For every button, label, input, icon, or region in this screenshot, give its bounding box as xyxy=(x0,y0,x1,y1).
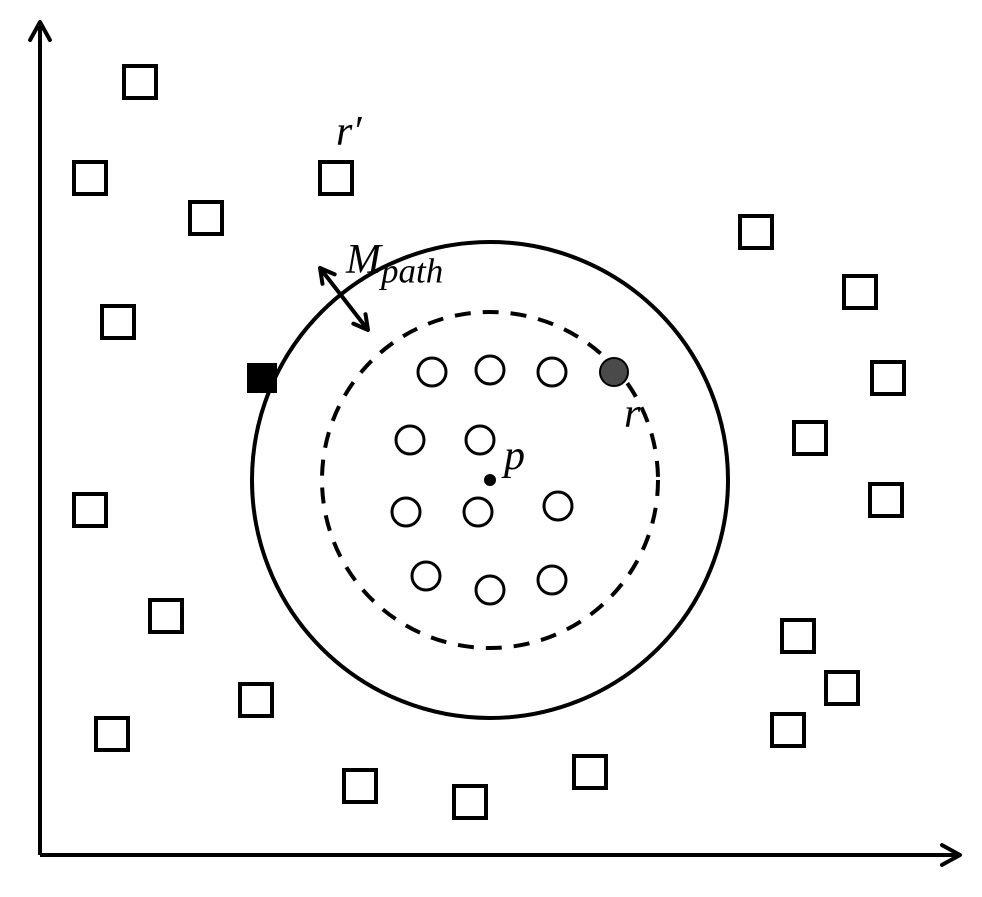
open-circle-marker xyxy=(538,566,566,594)
filled-square-marker xyxy=(247,363,277,393)
open-square-marker xyxy=(320,162,352,194)
open-square-marker xyxy=(102,306,134,338)
open-square-marker xyxy=(454,786,486,818)
label-r: r xyxy=(624,390,640,438)
open-square-marker xyxy=(74,494,106,526)
open-square-marker xyxy=(190,202,222,234)
open-circle-marker xyxy=(396,426,424,454)
open-square-marker xyxy=(872,362,904,394)
open-square-marker xyxy=(574,756,606,788)
open-square-marker xyxy=(150,600,182,632)
open-square-marker xyxy=(826,672,858,704)
open-square-marker xyxy=(240,684,272,716)
label-m-path: Mpath xyxy=(346,236,443,291)
open-circle-marker xyxy=(412,562,440,590)
open-square-marker xyxy=(124,66,156,98)
open-square-marker xyxy=(740,216,772,248)
open-square-marker xyxy=(782,620,814,652)
label-r-prime: r′ xyxy=(336,108,362,156)
open-square-marker xyxy=(870,484,902,516)
open-circle-marker xyxy=(464,498,492,526)
open-square-marker xyxy=(794,422,826,454)
open-circle-marker xyxy=(392,498,420,526)
open-circle-marker xyxy=(466,426,494,454)
open-square-marker xyxy=(772,714,804,746)
open-square-marker xyxy=(844,276,876,308)
open-square-marker xyxy=(344,770,376,802)
open-square-marker xyxy=(74,162,106,194)
open-circle-marker xyxy=(476,576,504,604)
open-circle-marker xyxy=(476,356,504,384)
label-p: p xyxy=(504,432,525,480)
open-circle-marker xyxy=(538,358,566,386)
r-point-marker xyxy=(600,358,628,386)
open-square-marker xyxy=(96,718,128,750)
open-circle-marker xyxy=(544,492,572,520)
diagram-canvas xyxy=(0,0,982,897)
open-circle-marker xyxy=(418,358,446,386)
center-point-p xyxy=(484,474,496,486)
